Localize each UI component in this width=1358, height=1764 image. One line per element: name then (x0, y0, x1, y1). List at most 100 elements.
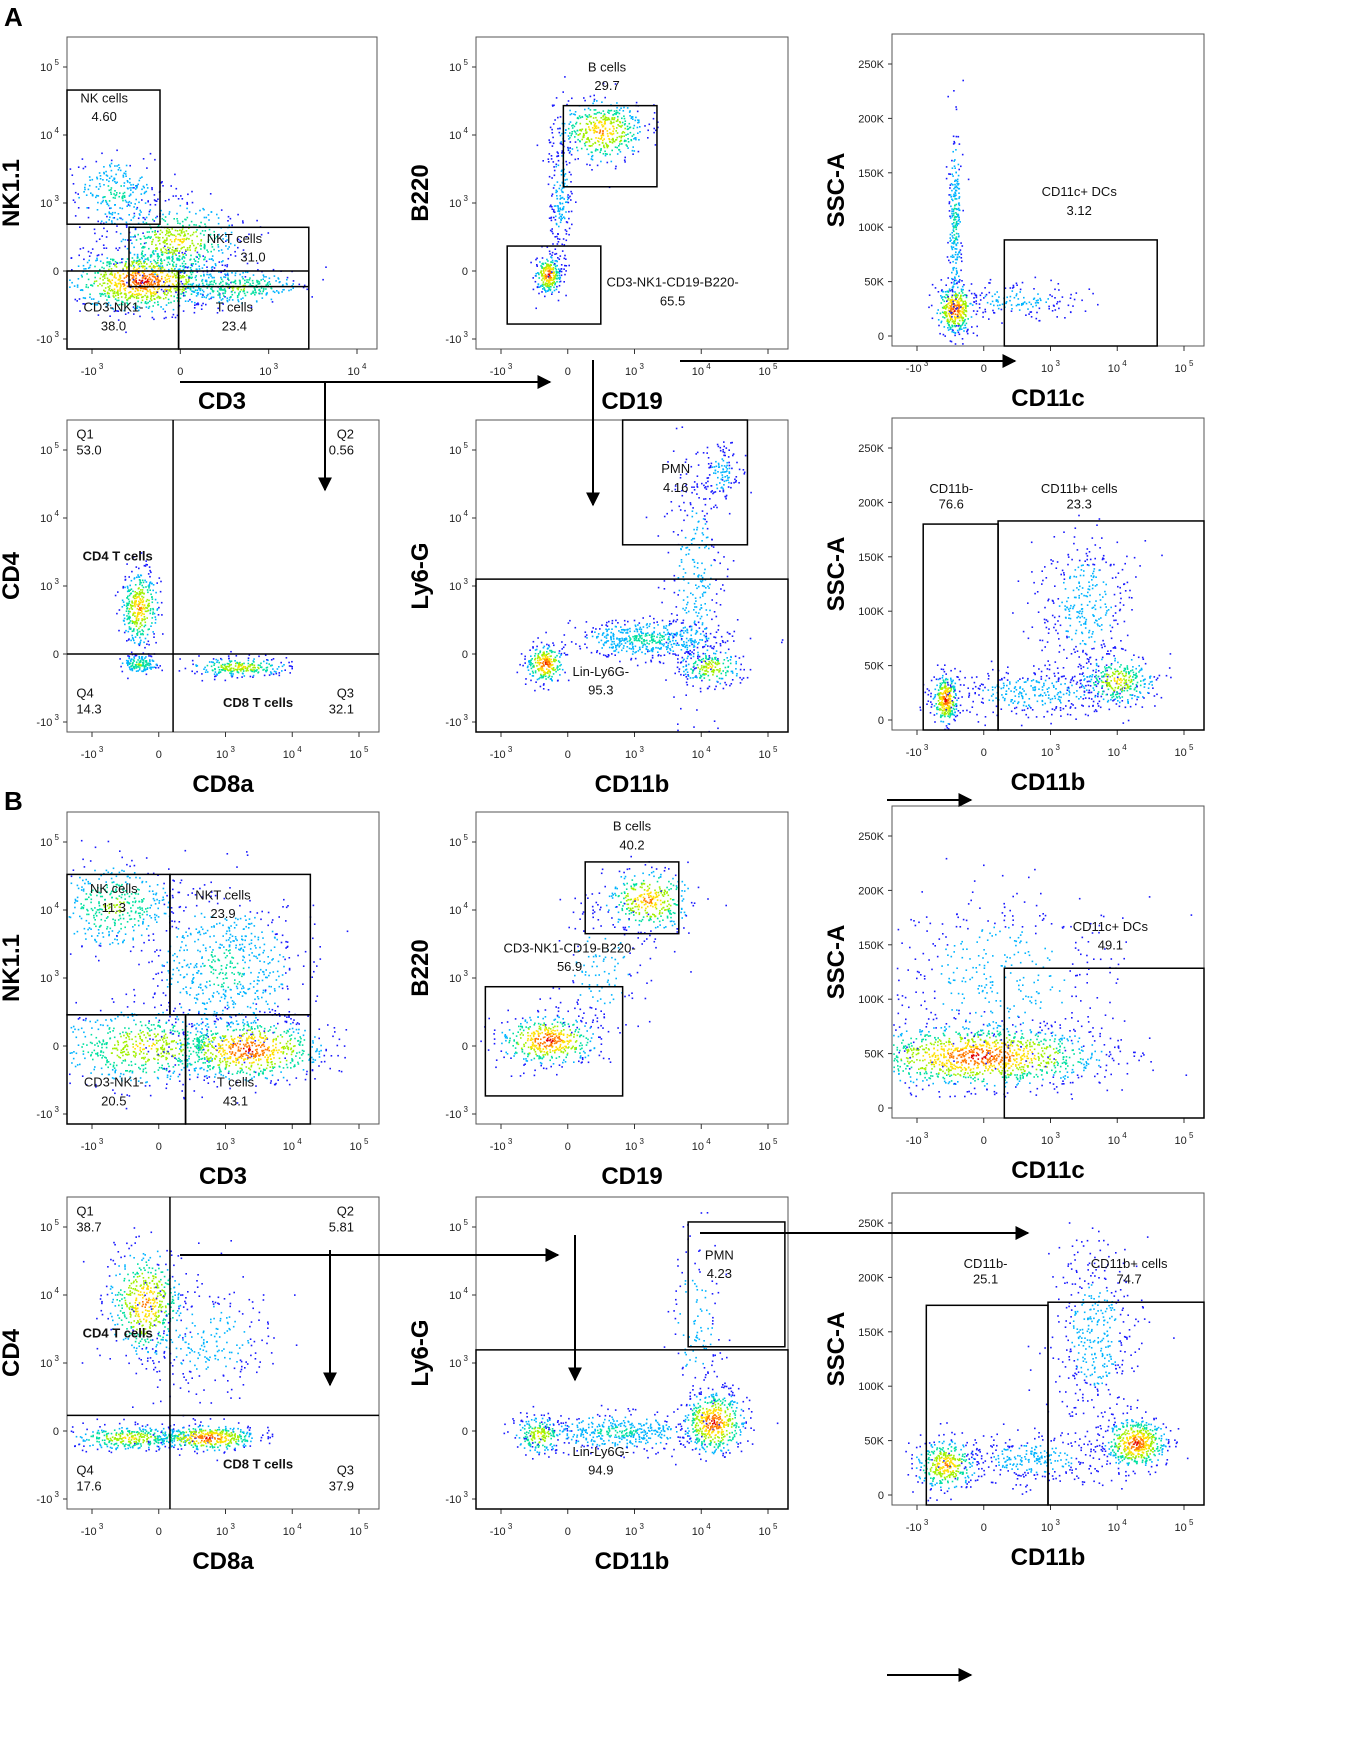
event-dot (618, 135, 621, 138)
event-dot (627, 133, 629, 135)
event-dot (110, 258, 112, 261)
event-dot (242, 297, 244, 299)
event-dot (197, 302, 199, 304)
event-dot (134, 302, 137, 305)
event-dot (86, 273, 88, 275)
event-dot (138, 179, 141, 182)
event-dot (560, 270, 563, 273)
event-dot (531, 670, 534, 673)
event-dot (203, 243, 206, 246)
event-dot (955, 108, 958, 111)
event-dot (143, 273, 145, 275)
event-dot (952, 303, 955, 305)
event-dot (126, 299, 128, 301)
event-dot (111, 273, 113, 275)
event-dot (127, 201, 130, 204)
event-dot (172, 253, 174, 256)
event-dot (593, 127, 596, 130)
event-dot (132, 183, 135, 186)
event-dot (957, 184, 959, 186)
event-dot (603, 113, 606, 115)
event-dot (104, 271, 107, 274)
event-dot (958, 324, 961, 326)
event-dot (138, 665, 141, 667)
event-dot (1017, 298, 1020, 300)
gate-box (177, 270, 310, 350)
event-dot (556, 285, 558, 288)
event-dot (948, 310, 951, 313)
event-dot (252, 290, 254, 293)
event-dot (123, 309, 125, 312)
event-dot (199, 288, 202, 290)
event-dot (689, 638, 691, 640)
event-dot (140, 609, 143, 611)
event-dot (1036, 311, 1038, 314)
event-dot (178, 670, 181, 672)
event-dot (952, 278, 954, 281)
event-dot (105, 199, 107, 202)
event-dot (201, 673, 203, 675)
event-dot (139, 592, 141, 595)
event-dot (543, 272, 545, 274)
event-dot (596, 651, 598, 654)
event-dot (592, 143, 594, 145)
event-dot (117, 297, 120, 299)
event-dot (259, 290, 262, 293)
event-dot (140, 592, 142, 594)
event-dot (539, 658, 541, 660)
event-dot (959, 300, 962, 302)
event-dot (606, 153, 608, 155)
event-dot (960, 325, 962, 327)
event-dot (148, 231, 150, 233)
event-dot (650, 634, 653, 636)
event-dot (945, 293, 947, 296)
event-dot (534, 280, 537, 283)
event-dot (142, 608, 144, 610)
event-dot (553, 660, 555, 662)
event-dot (169, 243, 172, 246)
event-dot (134, 228, 137, 230)
event-dot (132, 191, 134, 194)
event-dot (536, 657, 539, 660)
event-dot (230, 667, 233, 670)
event-dot (972, 332, 975, 334)
event-dot (565, 233, 568, 235)
event-dot (91, 193, 94, 196)
event-dot (950, 327, 952, 329)
event-dot (128, 214, 130, 216)
event-dot (956, 178, 959, 181)
event-dot (584, 635, 587, 638)
event-dot (153, 288, 156, 290)
event-dot (149, 298, 152, 300)
event-dot (960, 306, 962, 308)
event-dot (715, 631, 718, 633)
event-dot (946, 320, 948, 322)
event-dot (208, 258, 211, 260)
event-dot (95, 194, 98, 197)
event-dot (940, 279, 943, 281)
event-dot (210, 275, 212, 277)
gate-percent: 4.60 (92, 109, 117, 124)
event-dot (559, 215, 562, 218)
event-dot (995, 299, 998, 301)
event-dot (151, 268, 153, 270)
event-dot (949, 173, 951, 175)
event-dot (87, 188, 90, 191)
event-dot (142, 601, 144, 603)
event-dot (166, 243, 168, 245)
event-dot (626, 128, 629, 131)
event-dot (1040, 299, 1042, 302)
event-dot (136, 612, 139, 615)
event-dot (650, 659, 652, 662)
event-dot (552, 668, 554, 671)
event-dot (557, 164, 560, 167)
event-dot (272, 268, 275, 271)
event-dot (141, 199, 143, 201)
event-dot (208, 283, 211, 286)
event-dot (579, 133, 581, 135)
event-dot (160, 249, 162, 252)
event-dot (133, 259, 135, 262)
event-dot (109, 289, 112, 292)
event-dot (146, 664, 149, 666)
event-dot (171, 240, 173, 243)
